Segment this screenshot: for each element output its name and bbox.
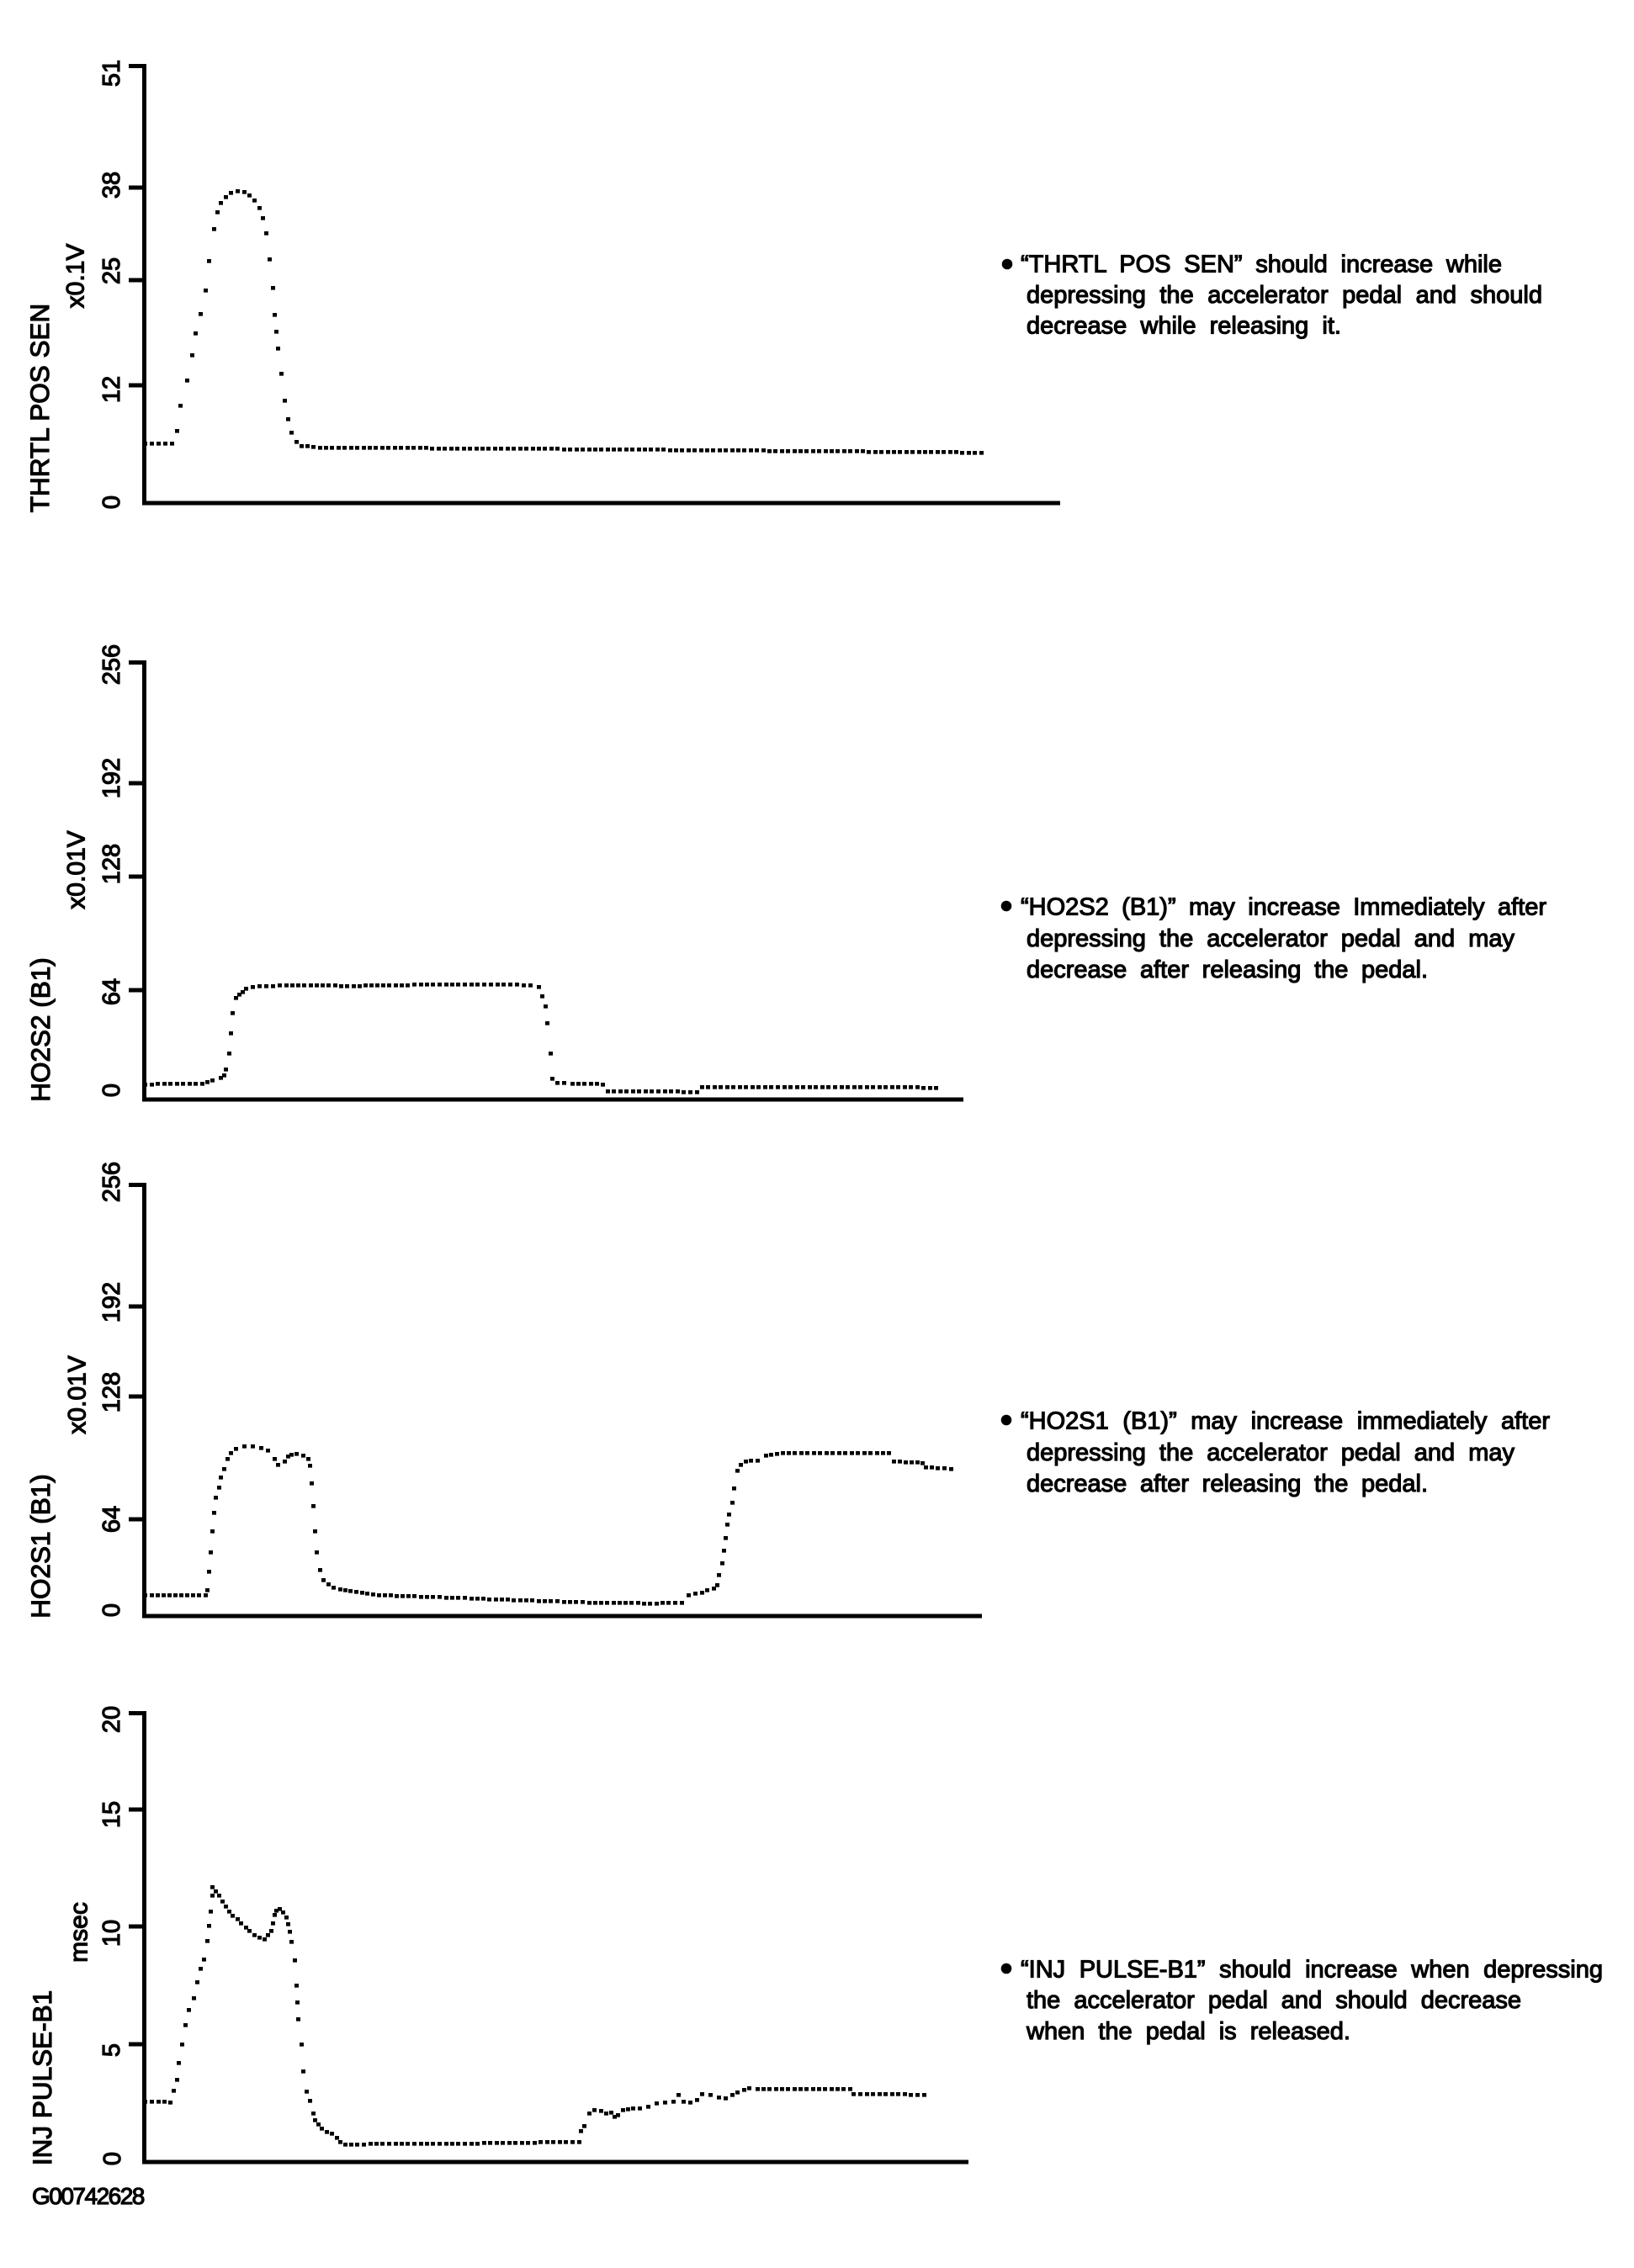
svg-text:when the pedal is released.: when the pedal is released.: [1026, 2018, 1350, 2045]
svg-text:192: 192: [98, 758, 125, 798]
svg-text:256: 256: [98, 1162, 125, 1202]
svg-text:20: 20: [98, 1706, 125, 1733]
svg-text:51: 51: [98, 60, 125, 87]
svg-text:x0.01V: x0.01V: [63, 830, 91, 909]
svg-text:msec: msec: [66, 1902, 93, 1963]
svg-text:“HO2S2 (B1)” may increase Imme: “HO2S2 (B1)” may increase Immediately af…: [1021, 894, 1546, 921]
svg-text:38: 38: [98, 172, 125, 199]
svg-text:x0.01V: x0.01V: [64, 1355, 92, 1433]
svg-text:HO2S1 (B1): HO2S1 (B1): [25, 1474, 56, 1619]
svg-text:10: 10: [98, 1920, 125, 1947]
svg-text:G00742628: G00742628: [32, 2183, 145, 2209]
svg-text:15: 15: [98, 1801, 125, 1828]
svg-text:0: 0: [98, 495, 125, 509]
svg-text:THRTL POS SEN: THRTL POS SEN: [24, 304, 55, 513]
svg-text:192: 192: [98, 1282, 125, 1322]
svg-text:128: 128: [98, 844, 125, 884]
svg-text:decrease after releasing the p: decrease after releasing the pedal.: [1027, 1470, 1428, 1497]
svg-text:“INJ PULSE-B1” should increase: “INJ PULSE-B1” should increase when depr…: [1021, 1957, 1603, 1984]
svg-text:“THRTL POS SEN” should increas: “THRTL POS SEN” should increase while: [1021, 252, 1502, 278]
svg-text:the accelerator pedal and shou: the accelerator pedal and should decreas…: [1027, 1987, 1521, 2014]
svg-text:0: 0: [98, 1084, 125, 1097]
svg-text:64: 64: [98, 1506, 125, 1533]
svg-text:256: 256: [98, 644, 125, 685]
svg-text:5: 5: [98, 2043, 125, 2057]
svg-text:INJ PULSE-B1: INJ PULSE-B1: [27, 1990, 57, 2165]
svg-text:depressing the accelerator ped: depressing the accelerator pedal and sho…: [1027, 282, 1542, 309]
svg-text:decrease after releasing the p: decrease after releasing the pedal.: [1027, 956, 1428, 983]
svg-text:0: 0: [99, 2152, 126, 2165]
svg-text:depressing the accelerator ped: depressing the accelerator pedal and may: [1027, 1439, 1515, 1466]
svg-text:64: 64: [98, 978, 125, 1005]
svg-text:x0.1V: x0.1V: [62, 244, 90, 309]
svg-text:HO2S2 (B1): HO2S2 (B1): [25, 957, 56, 1102]
svg-text:25: 25: [98, 257, 125, 284]
svg-text:decrease while releasing it.: decrease while releasing it.: [1027, 313, 1341, 340]
svg-text:128: 128: [98, 1372, 125, 1412]
svg-text:depressing the accelerator ped: depressing the accelerator pedal and may: [1027, 925, 1515, 952]
svg-text:0: 0: [98, 1603, 125, 1617]
svg-text:“HO2S1 (B1)” may increase imme: “HO2S1 (B1)” may increase immediately af…: [1021, 1408, 1550, 1435]
svg-text:12: 12: [98, 376, 125, 403]
